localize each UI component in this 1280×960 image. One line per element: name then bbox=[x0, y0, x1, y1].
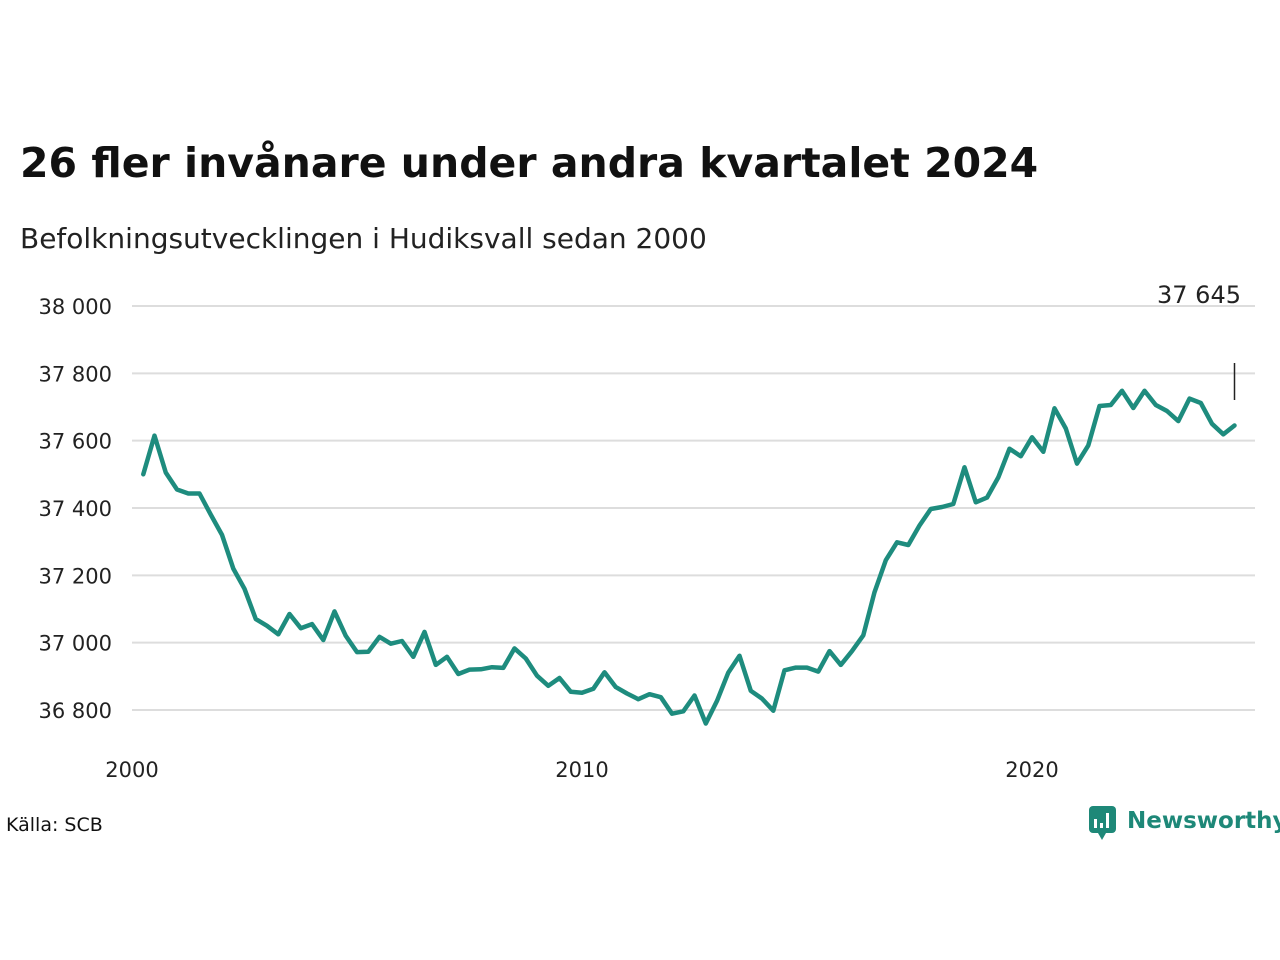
end-value-label: 37 645 bbox=[1157, 281, 1241, 309]
chart-title: 26 fler invånare under andra kvartalet 2… bbox=[20, 139, 1038, 187]
y-tick-label: 37 800 bbox=[39, 362, 112, 386]
series-layer bbox=[141, 388, 1237, 726]
y-axis-ticks: 36 800 37 000 37 200 37 400 37 600 37 800 38 0… bbox=[39, 295, 112, 723]
series-line bbox=[141, 388, 1237, 726]
newsworthy-logo-text: Newsworthy bbox=[1127, 808, 1280, 834]
gridlines bbox=[132, 305, 1255, 711]
x-tick-label: 2000 bbox=[105, 758, 158, 782]
newsworthy-logo-icon bbox=[1089, 806, 1116, 840]
source-note: Källa: SCB bbox=[6, 814, 103, 836]
y-tick-label: 36 800 bbox=[39, 699, 112, 723]
y-tick-label: 38 000 bbox=[39, 295, 112, 319]
y-tick-label: 37 400 bbox=[39, 497, 112, 521]
newsworthy-logo: Newsworthy bbox=[1089, 806, 1280, 840]
chart-subtitle: Befolkningsutvecklingen i Hudiksvall sed… bbox=[20, 222, 707, 255]
x-tick-label: 2020 bbox=[1005, 758, 1058, 782]
x-tick-label: 2010 bbox=[555, 758, 608, 782]
y-tick-label: 37 200 bbox=[39, 564, 112, 588]
y-tick-label: 37 600 bbox=[39, 430, 112, 454]
x-axis-ticks: 2000 2010 2020 bbox=[105, 758, 1058, 782]
y-tick-label: 37 000 bbox=[39, 632, 112, 656]
